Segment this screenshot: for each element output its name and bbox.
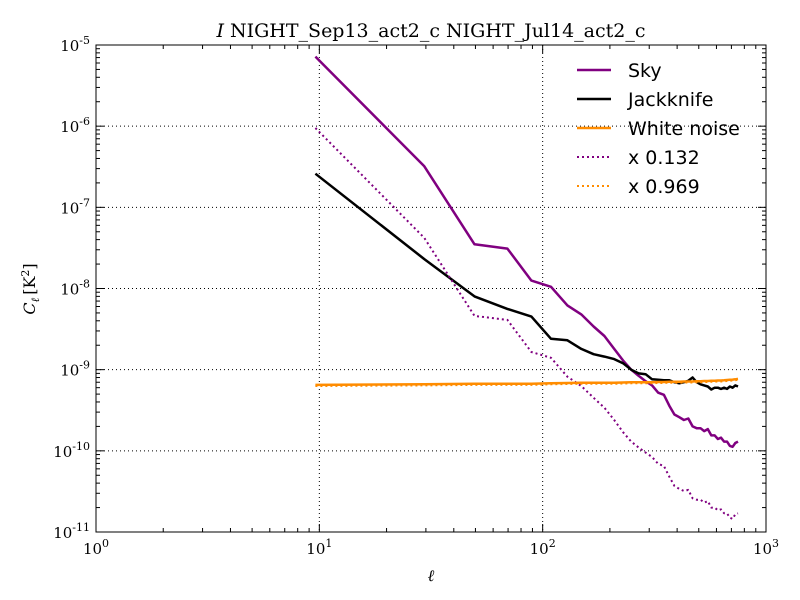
x-tick-label: 103 xyxy=(753,537,779,558)
axis-ticks: 100 101 102 103 10-11 10-10 10-9 10-8 10-7 10-6 10… xyxy=(53,34,779,558)
plot-frame xyxy=(95,44,767,533)
series-line-x-0-132 xyxy=(314,127,739,520)
series-line-white-noise xyxy=(315,377,739,387)
plot-series xyxy=(314,55,739,520)
legend-label-white-noise: White noise xyxy=(628,118,740,140)
y-tick-label: 10-8 xyxy=(60,278,90,299)
y-tick-label: 10-10 xyxy=(53,440,90,461)
chart-title-text: NIGHT_Sep13_act2_c NIGHT_Jul14_act2_c xyxy=(230,20,646,42)
legend-label-sky: Sky xyxy=(628,60,662,82)
legend-label-x-0-969: x 0.969 xyxy=(628,176,700,198)
y-tick-label: 10-11 xyxy=(53,521,90,542)
x-tick-label: 100 xyxy=(83,537,109,558)
legend-label-jackknife: Jackknife xyxy=(627,89,713,111)
y-tick-label: 10-9 xyxy=(60,359,90,380)
legend-label-x-0-132: x 0.132 xyxy=(628,147,700,169)
chart-title: I NIGHT_Sep13_act2_c NIGHT_Jul14_act2_c xyxy=(215,20,645,42)
y-axis-label: Cℓ[K2] xyxy=(19,263,42,314)
legend: Sky Jackknife White noise x 0.132 x 0.969 xyxy=(577,60,740,198)
x-tick-label: 101 xyxy=(306,537,332,558)
series-line-sky xyxy=(314,55,739,449)
chart-title-italic: I xyxy=(215,20,224,42)
y-tick-label: 10-5 xyxy=(60,34,90,55)
y-tick-label: 10-6 xyxy=(60,115,90,136)
x-tick-label: 102 xyxy=(530,537,556,558)
y-tick-label: 10-7 xyxy=(60,196,90,217)
x-axis-label: ℓ xyxy=(428,566,435,585)
